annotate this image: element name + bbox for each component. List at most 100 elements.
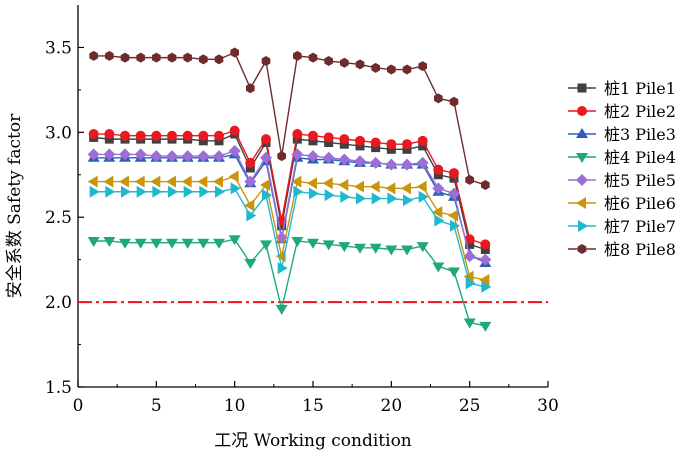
data-point [89,50,98,61]
data-point [385,182,396,195]
data-point [480,239,491,250]
data-point [262,189,272,202]
legend-item: 桩4 Pile4 [568,148,676,167]
data-point [417,135,428,146]
data-point [293,185,304,198]
data-point [89,185,100,198]
data-point [338,153,351,166]
data-point [181,175,192,188]
legend-marker [576,128,588,138]
data-point [87,148,100,161]
y-tick-label: 3.0 [45,123,72,143]
data-point [463,318,476,329]
series-pile4 [87,235,492,332]
data-point [275,304,288,315]
data-point [338,178,349,191]
data-point [291,175,302,188]
data-point [245,163,255,173]
data-point [104,134,114,144]
legend-label: 桩4 Pile4 [604,148,676,167]
legend: 桩1 Pile1 桩2 Pile2 桩3 Pile3 桩4 Pile4 桩5 Pile5… [568,79,676,259]
data-point [481,179,490,190]
data-point [88,129,99,140]
data-point [386,144,396,154]
data-point [418,141,428,151]
data-point [308,136,318,146]
data-point [291,236,304,247]
legend-item: 桩2 Pile2 [568,102,676,121]
x-tick-label: 5 [151,396,162,416]
data-point [136,185,147,198]
series-pile2 [88,125,491,250]
data-point [198,130,209,141]
data-point [307,177,317,190]
data-point [167,52,177,63]
data-point [323,132,334,143]
data-point [464,234,475,245]
data-point [307,150,319,163]
data-point [277,151,286,162]
axes-layer: 0 5 10 15 20 25 30 1.5 2.0 2.5 3.0 3.5 [45,5,559,416]
data-point [151,130,162,141]
data-point [104,129,115,140]
data-point [449,96,459,107]
data-point [181,150,194,163]
data-point [369,180,380,193]
data-point [371,143,381,153]
data-point [183,185,194,198]
series-pile5 [87,145,492,266]
data-point [213,150,225,163]
data-point [402,64,412,75]
data-point [244,259,257,270]
data-point [463,250,476,263]
x-tick-label: 20 [381,396,403,416]
series-pile7 [89,182,492,293]
data-point [370,137,381,148]
data-point [449,168,459,179]
data-point [168,185,178,198]
data-point [324,56,333,67]
y-tick-label: 3.5 [45,38,72,58]
x-tick-label: 25 [459,396,481,416]
legend-item: 桩5 Pile5 [568,171,676,190]
x-tick-label: 10 [224,396,246,416]
data-point [261,56,271,67]
data-point [134,175,145,188]
data-point [136,52,145,63]
data-point [261,134,271,145]
series-line [93,51,486,186]
legend-label: 桩5 Pile5 [604,171,676,190]
data-point [448,187,460,200]
series-pile8 [89,47,490,190]
data-point [307,238,319,249]
x-axis-title: 工况 Working condition [214,431,412,451]
data-point [166,175,176,188]
data-point [432,182,445,195]
data-point [150,175,161,188]
data-point [135,130,146,141]
data-point [103,148,116,161]
data-point [449,173,459,183]
data-point [214,54,224,65]
data-point [322,177,333,190]
data-point [465,174,474,185]
data-point [228,170,239,183]
data-point [402,139,412,150]
data-point [199,185,210,198]
data-point [245,157,256,168]
data-point [291,148,304,161]
data-point [355,59,365,70]
data-point [199,54,208,65]
data-point [385,245,398,256]
legend-label: 桩7 Pile7 [604,217,676,236]
data-point [87,236,100,247]
legend-marker [578,220,588,232]
data-point [356,192,366,205]
legend-marker [576,174,588,186]
data-point [120,52,130,63]
data-point [244,175,257,188]
data-point [433,170,443,180]
data-point [134,148,147,161]
data-point [166,150,178,163]
